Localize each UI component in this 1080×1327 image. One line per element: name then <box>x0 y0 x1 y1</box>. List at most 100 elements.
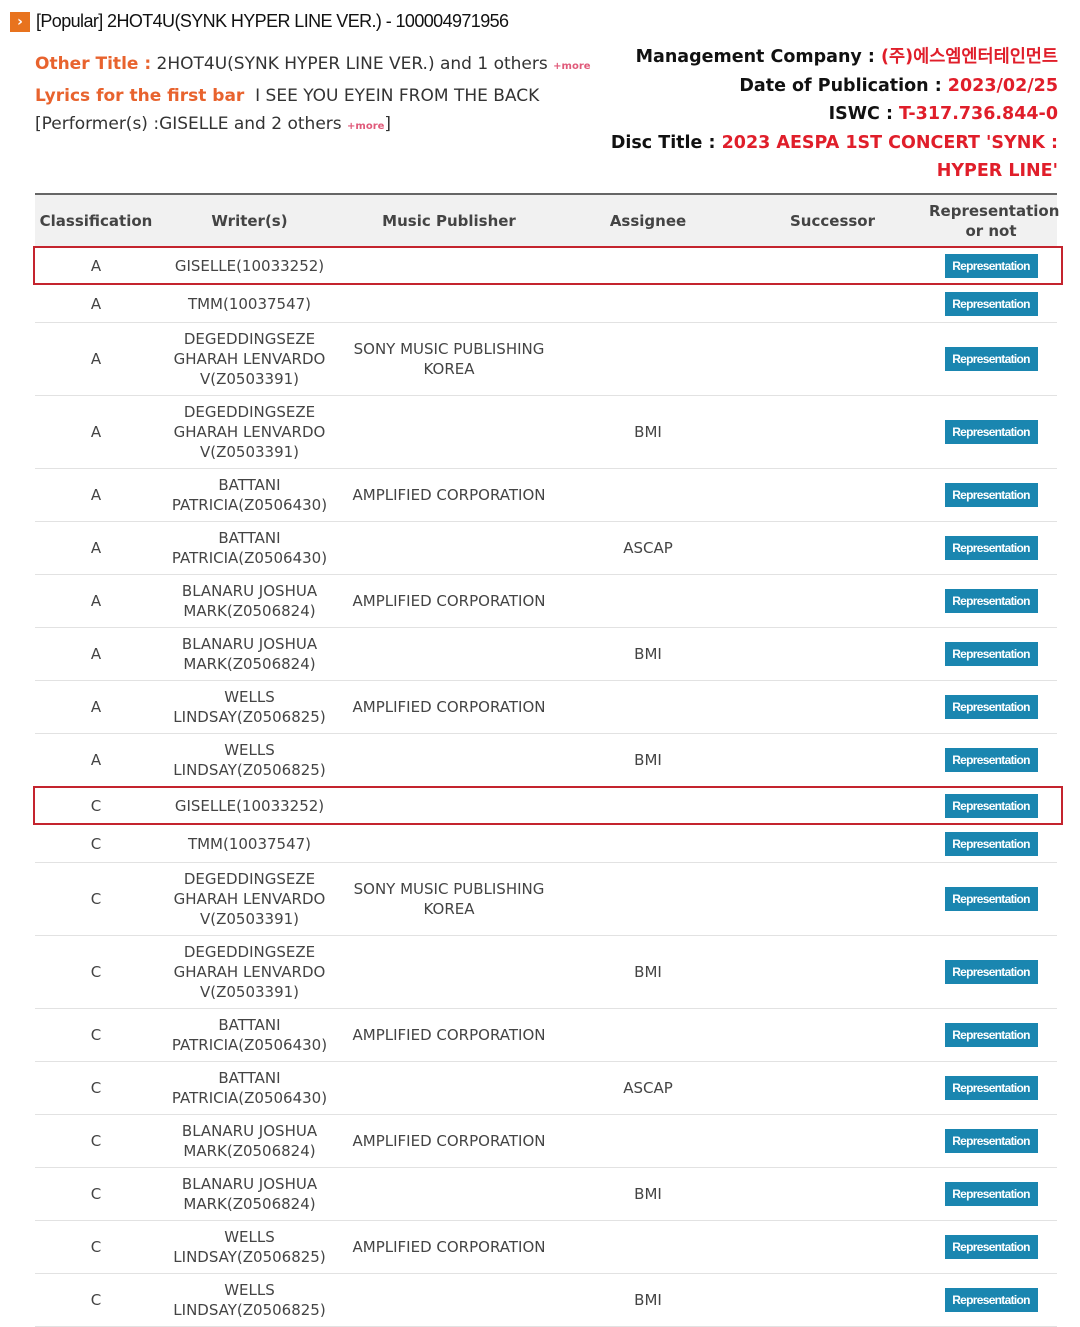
cell-classification: A <box>90 751 102 769</box>
representation-button[interactable]: Representation <box>944 253 1038 278</box>
cell-writer: DEGEDDINGSEZE GHARAH LENVARDO V(Z0503391… <box>173 330 326 388</box>
cell-representation: Representation <box>925 793 1057 818</box>
representation-button[interactable]: Representation <box>944 1288 1038 1312</box>
iswc-label: ISWC : <box>828 104 893 124</box>
representation-button[interactable]: Representation <box>944 695 1038 719</box>
cell-classification: C <box>90 1079 102 1097</box>
lyrics-value: I SEE YOU EYEIN FROM THE BACK <box>255 85 540 106</box>
lyrics-line: Lyrics for the first bar I SEE YOU EYEIN… <box>35 82 591 111</box>
cell-writer: WELLS LINDSAY(Z0506825) <box>173 1228 326 1266</box>
table-row-highlighted: C GISELLE(10033252) Representation <box>33 786 1063 825</box>
cell-publisher: SONY MUSIC PUBLISHING KOREA <box>353 340 545 378</box>
representation-button[interactable]: Representation <box>944 960 1038 984</box>
cell-classification: C <box>90 834 102 853</box>
representation-button[interactable]: Representation <box>944 1023 1038 1047</box>
lyrics-label: Lyrics for the first bar <box>35 85 245 106</box>
cell-representation: Representation <box>925 1129 1057 1153</box>
cell-representation: Representation <box>925 483 1057 507</box>
table-body: A GISELLE(10033252) Representation A TMM(100… <box>33 246 1063 1327</box>
cell-classification: A <box>90 294 102 313</box>
cell-classification: C <box>90 1132 102 1150</box>
date-value: 2023/02/25 <box>947 75 1058 96</box>
cell-writer: WELLS LINDSAY(Z0506825) <box>173 1281 326 1319</box>
representation-button[interactable]: Representation <box>944 536 1038 560</box>
cell-representation: Representation <box>925 589 1057 613</box>
cell-classification: C <box>90 963 102 981</box>
table-row: C BLANARU JOSHUA MARK(Z0506824) BMI Represe… <box>35 1168 1057 1221</box>
representation-button[interactable]: Representation <box>944 887 1038 911</box>
representation-button[interactable]: Representation <box>944 291 1038 316</box>
management-line: Management Company : (주)에스엠엔터테인먼트 <box>588 43 1058 72</box>
cell-writer: DEGEDDINGSEZE GHARAH LENVARDO V(Z0503391… <box>173 403 326 461</box>
table-row: A WELLS LINDSAY(Z0506825) BMI Representatio… <box>35 734 1057 787</box>
representation-button[interactable]: Representation <box>944 347 1038 371</box>
cell-classification: C <box>90 890 102 908</box>
cell-assignee: BMI <box>634 751 662 769</box>
performer-suffix: ] <box>384 114 392 134</box>
chevron-right-icon: › <box>10 11 30 32</box>
rights-table: Classification Writer(s) Music Publisher… <box>33 193 1063 1327</box>
representation-button[interactable]: Representation <box>944 748 1038 772</box>
representation-button[interactable]: Representation <box>944 642 1038 666</box>
table-row: C BLANARU JOSHUA MARK(Z0506824) AMPLIFIED … <box>35 1115 1057 1168</box>
table-row: C TMM(10037547) Representation <box>35 825 1057 863</box>
cell-assignee: BMI <box>634 963 662 981</box>
performer-more-link[interactable]: +more <box>347 121 385 132</box>
cell-classification: C <box>90 1238 102 1256</box>
iswc-value: T-317.736.844-0 <box>899 104 1058 124</box>
representation-button[interactable]: Representation <box>944 793 1038 818</box>
representation-button[interactable]: Representation <box>944 1076 1038 1100</box>
col-publisher: Music Publisher <box>382 211 516 230</box>
disc-value: 2023 AESPA 1ST CONCERT 'SYNK : HYPER LIN… <box>721 132 1058 182</box>
date-label: Date of Publication : <box>739 75 942 96</box>
representation-button[interactable]: Representation <box>944 831 1038 856</box>
cell-writer: BATTANI PATRICIA(Z0506430) <box>171 1016 328 1054</box>
other-title-label: Other Title : <box>35 54 152 74</box>
representation-button[interactable]: Representation <box>944 1129 1038 1153</box>
cell-classification: A <box>90 539 102 557</box>
cell-classification: C <box>90 796 102 815</box>
cell-writer: WELLS LINDSAY(Z0506825) <box>173 741 326 779</box>
cell-representation: Representation <box>925 1076 1057 1100</box>
cell-representation: Representation <box>925 887 1057 911</box>
cell-assignee: ASCAP <box>623 539 673 557</box>
table-row: A WELLS LINDSAY(Z0506825) AMPLIFIED CORPOR… <box>35 681 1057 734</box>
cell-classification: A <box>90 592 102 610</box>
table-row-highlighted: A GISELLE(10033252) Representation <box>33 246 1063 285</box>
table-header: Classification Writer(s) Music Publisher… <box>35 195 1059 247</box>
cell-representation: Representation <box>925 642 1057 666</box>
cell-writer: TMM(10037547) <box>187 834 312 853</box>
cell-writer: GISELLE(10033252) <box>174 256 325 275</box>
cell-representation: Representation <box>925 1023 1057 1047</box>
cell-writer: BLANARU JOSHUA MARK(Z0506824) <box>181 582 318 620</box>
cell-publisher: AMPLIFIED CORPORATION <box>352 1132 546 1150</box>
cell-writer: BATTANI PATRICIA(Z0506430) <box>171 529 328 567</box>
table-row: C BATTANI PATRICIA(Z0506430) AMPLIFIED COR… <box>35 1009 1057 1062</box>
col-assignee: Assignee <box>609 211 687 230</box>
cell-classification: A <box>90 645 102 663</box>
cell-publisher: AMPLIFIED CORPORATION <box>352 592 546 610</box>
representation-button[interactable]: Representation <box>944 1235 1038 1259</box>
cell-classification: C <box>90 1291 102 1309</box>
date-line: Date of Publication : 2023/02/25 <box>588 72 1058 101</box>
cell-classification: A <box>90 698 102 716</box>
col-successor: Successor <box>790 211 875 230</box>
cell-classification: C <box>90 1185 102 1203</box>
cell-assignee: ASCAP <box>623 1079 673 1097</box>
other-title-value: 2HOT4U(SYNK HYPER LINE VER.) and 1 other… <box>156 54 548 74</box>
table-row: A TMM(10037547) Representation <box>35 285 1057 323</box>
cell-representation: Representation <box>925 253 1057 278</box>
cell-representation: Representation <box>925 1182 1057 1206</box>
cell-classification: C <box>90 1026 102 1044</box>
performer-text: [Performer(s) :GISELLE and 2 others <box>35 114 342 134</box>
work-info-left: Other Title : 2HOT4U(SYNK HYPER LINE VER… <box>35 50 591 142</box>
representation-button[interactable]: Representation <box>944 420 1038 444</box>
cell-assignee: BMI <box>634 423 662 441</box>
representation-button[interactable]: Representation <box>944 589 1038 613</box>
cell-assignee: BMI <box>634 1185 662 1203</box>
other-title-more-link[interactable]: +more <box>553 61 591 72</box>
representation-button[interactable]: Representation <box>944 1182 1038 1206</box>
cell-publisher: SONY MUSIC PUBLISHING KOREA <box>353 880 545 918</box>
cell-writer: WELLS LINDSAY(Z0506825) <box>173 688 326 726</box>
representation-button[interactable]: Representation <box>944 483 1038 507</box>
